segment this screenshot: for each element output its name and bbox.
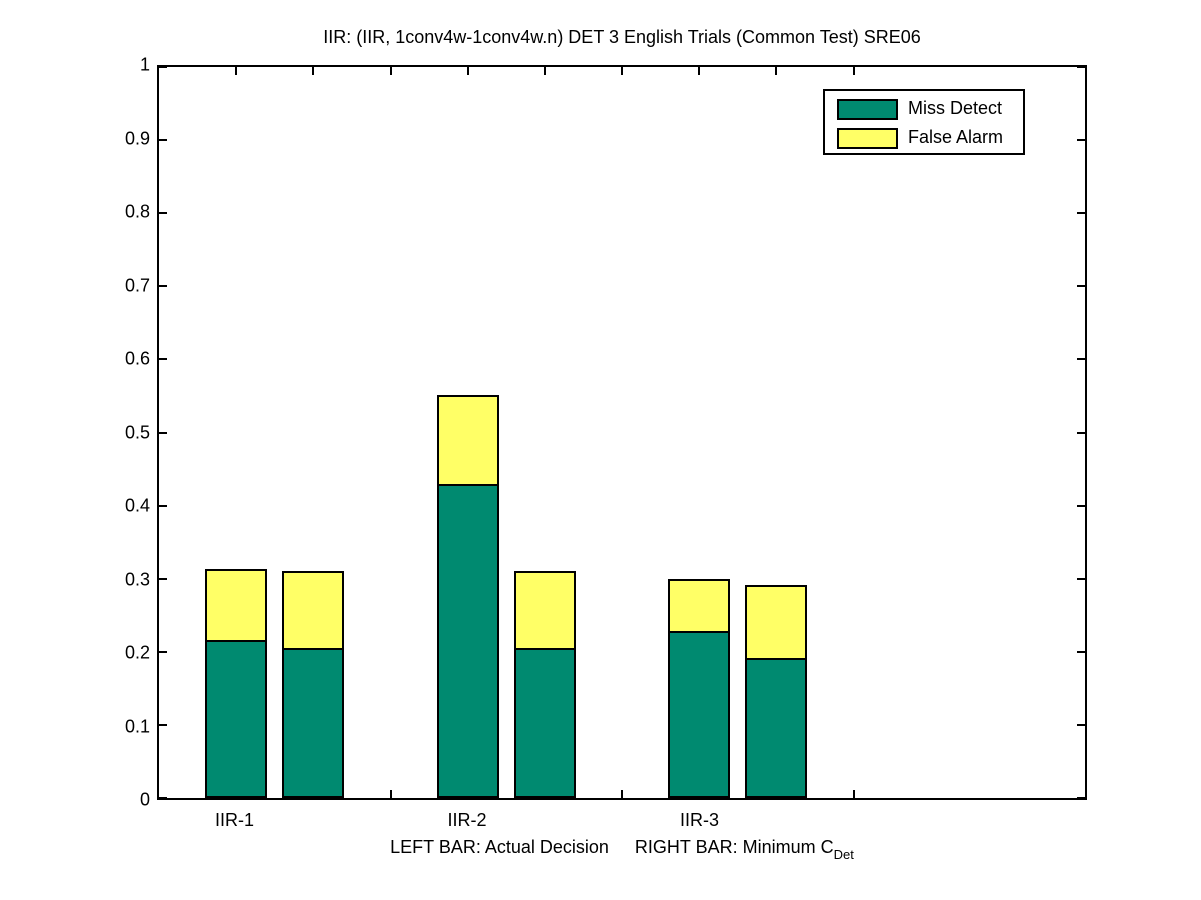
- x-tick-mark-mirror: [775, 67, 778, 75]
- x-axis-label-subscript: Det: [833, 847, 854, 862]
- x-tick-mark-mirror: [466, 67, 469, 75]
- bar-IIR-2-right-false-alarm-segment: [513, 570, 576, 649]
- plot-area: [157, 65, 1087, 800]
- axes-box: [159, 66, 1085, 799]
- y-tick-label: 0.2: [124, 642, 150, 663]
- bar-IIR-3-left-miss-segment: [668, 630, 731, 798]
- bar-IIR-1-right-false-alarm-segment: [282, 570, 345, 649]
- y-tick-mark-mirror: [1077, 577, 1085, 580]
- bar-IIR-1-left-false-alarm-segment: [205, 569, 268, 641]
- x-axis-label-left: LEFT BAR: Actual Decision: [390, 837, 609, 857]
- x-tick-mark-mirror: [389, 67, 392, 75]
- y-tick-label: 0.9: [124, 128, 150, 148]
- y-tick-label: 0: [139, 789, 150, 810]
- x-tick-mark-mirror: [312, 67, 315, 75]
- y-tick-label: 0.1: [124, 716, 150, 736]
- x-axis-tick-labels: IIR-1 IIR-2 IIR-3: [157, 810, 1087, 832]
- y-tick-label: 0.6: [124, 348, 150, 369]
- y-tick-mark: [159, 504, 167, 507]
- legend-swatch-false-alarm: [837, 128, 898, 149]
- legend-box: Miss Detect False Alarm: [823, 89, 1025, 155]
- legend-label-miss-detect: Miss Detect: [908, 98, 1003, 118]
- x-tick-label: IIR-2: [447, 810, 487, 830]
- x-tick-mark-mirror: [543, 67, 546, 75]
- y-tick-mark: [159, 212, 167, 215]
- y-tick-mark: [159, 431, 167, 434]
- bar-IIR-3-right-false-alarm-segment: [745, 585, 808, 658]
- y-tick-mark: [159, 66, 167, 68]
- y-tick-mark-mirror: [1077, 504, 1085, 507]
- y-tick-mark: [159, 139, 167, 142]
- bar-IIR-3-left-false-alarm-segment: [668, 578, 731, 631]
- y-tick-mark: [159, 358, 167, 361]
- legend-swatch-miss-detect: [837, 99, 898, 120]
- bar-IIR-2-left-false-alarm-segment: [436, 394, 499, 484]
- bar-IIR-1-right-miss-segment: [282, 648, 345, 798]
- y-tick-label: 0.7: [124, 275, 150, 295]
- y-tick-mark-mirror: [1077, 66, 1085, 68]
- bar-IIR-1-left-miss-segment: [205, 640, 268, 798]
- y-tick-label: 0.5: [124, 422, 150, 442]
- y-tick-mark-mirror: [1077, 431, 1085, 434]
- y-tick-mark-mirror: [1077, 358, 1085, 361]
- bar-IIR-2-right-miss-segment: [513, 648, 576, 798]
- y-tick-mark: [159, 650, 167, 653]
- y-tick-mark: [159, 285, 167, 288]
- x-tick-mark-mirror: [621, 67, 623, 75]
- y-tick-mark-mirror: [1077, 139, 1085, 142]
- y-tick-mark-mirror: [1077, 650, 1085, 653]
- y-tick-label: 1: [139, 54, 150, 75]
- x-tick-mark: [852, 790, 855, 798]
- y-tick-label: 0.8: [124, 201, 150, 222]
- y-tick-label: 0.3: [124, 569, 150, 589]
- y-axis-tick-labels: 0 0.1 0.2 0.3 0.4 0.5 0.6 0.7 0.8 0.9 1: [0, 55, 150, 810]
- x-tick-mark-mirror: [698, 67, 701, 75]
- chart-title: IIR: (IIR, 1conv4w-1conv4w.n) DET 3 Engl…: [323, 27, 921, 47]
- x-axis-label-right: RIGHT BAR: Minimum C: [634, 837, 834, 857]
- bar-IIR-2-left-miss-segment: [436, 483, 499, 798]
- x-tick-mark: [621, 790, 623, 798]
- y-tick-label: 0.4: [124, 495, 150, 516]
- x-tick-mark-mirror: [235, 67, 238, 75]
- x-tick-label: IIR-3: [679, 810, 720, 830]
- x-tick-mark-mirror: [852, 67, 855, 75]
- y-tick-mark: [159, 723, 167, 726]
- y-tick-mark-mirror: [1077, 285, 1085, 288]
- bar-IIR-3-right-miss-segment: [745, 657, 808, 798]
- legend-label-false-alarm: False Alarm: [908, 127, 1004, 147]
- y-tick-mark: [159, 797, 167, 799]
- x-axis-label: LEFT BAR: Actual Decision RIGHT BAR: Mini…: [157, 837, 1087, 862]
- x-tick-mark: [389, 790, 392, 798]
- y-tick-mark: [159, 577, 167, 580]
- y-tick-mark-mirror: [1077, 723, 1085, 726]
- y-tick-mark-mirror: [1077, 797, 1085, 799]
- x-tick-label: IIR-1: [214, 810, 254, 830]
- y-tick-mark-mirror: [1077, 212, 1085, 215]
